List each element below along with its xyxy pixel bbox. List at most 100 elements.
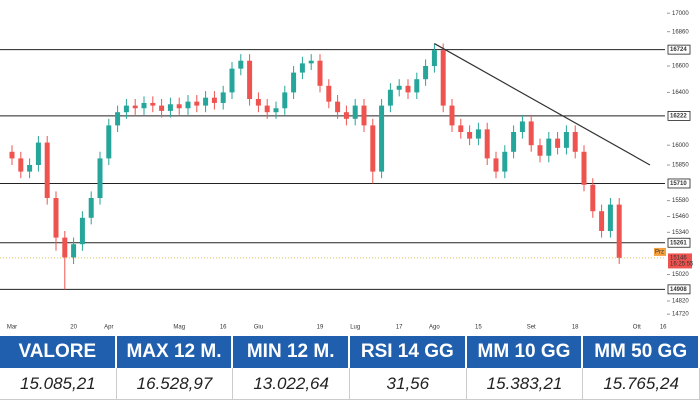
candle-body [449, 105, 455, 126]
level-label: 14908 [670, 287, 687, 293]
candle-body [528, 121, 534, 146]
candle-body [361, 105, 367, 126]
candle-body [299, 63, 305, 73]
x-tick-label: Mar [7, 325, 17, 331]
table-header: MM 10 GG [466, 336, 584, 368]
level-label: 16724 [670, 47, 687, 53]
candle-body [317, 60, 323, 86]
table-value: 15.765,24 [583, 368, 700, 400]
candle-body [247, 60, 253, 99]
x-tick-label: Mag [173, 325, 185, 331]
candle-body [590, 184, 596, 212]
y-tick-label: 15580 [672, 198, 689, 204]
candle-body [229, 68, 235, 93]
table-header: MAX 12 M. [116, 336, 234, 368]
level-label-box [667, 178, 691, 189]
candle-body [106, 125, 112, 159]
table-value: 15.383,21 [466, 368, 584, 400]
candle-body [176, 104, 182, 109]
candle-body [555, 138, 561, 148]
last-price-tag: Prz [655, 250, 664, 256]
candle-body [599, 211, 605, 231]
candle-body [405, 85, 411, 93]
candle-body [167, 104, 173, 111]
x-tick-label: 15 [475, 325, 482, 331]
candle-body [88, 198, 94, 218]
candle-body [211, 97, 217, 103]
table-value: 13.022,64 [233, 368, 350, 400]
candle-body [9, 151, 15, 159]
x-tick-label: Ott [633, 325, 641, 331]
table-value: 31,56 [349, 368, 467, 400]
chart: 17000 16860 16600 16400 16000 15850 15580 15460… [0, 11, 694, 331]
candle-body [519, 121, 525, 132]
candle-body [203, 97, 209, 106]
candle-body [115, 112, 121, 126]
y-tick-label: 16860 [672, 29, 689, 35]
level-label: 15710 [670, 181, 687, 187]
candle-body [352, 105, 358, 119]
x-tick-label: Set [527, 325, 536, 331]
table-header: VALORE [0, 336, 117, 368]
level-label-box [667, 237, 691, 248]
candle-body [343, 112, 349, 119]
candle-body [18, 158, 24, 172]
level-label: 16222 [670, 113, 687, 119]
candle-body [150, 102, 156, 106]
level-label-box [667, 284, 691, 295]
y-tick-label: 14820 [672, 299, 689, 305]
y-tick-label: 16600 [672, 64, 689, 70]
candle-body [194, 101, 200, 106]
trendline [434, 43, 651, 166]
candle-body [502, 151, 508, 172]
candle-body [335, 101, 341, 113]
y-tick-label: 14720 [672, 312, 689, 318]
candle-body [546, 138, 552, 156]
level-label-box [667, 44, 691, 55]
table-header: MM 50 GG [583, 336, 700, 368]
candle-body [423, 66, 429, 80]
candle-body [572, 132, 578, 152]
candle-body [387, 89, 393, 106]
y-tick-label: 15340 [672, 230, 689, 236]
candle-body [97, 158, 103, 198]
candle-body [44, 142, 50, 198]
x-tick-label: 17 [396, 325, 403, 331]
candle-body [467, 132, 473, 139]
last-price-box [668, 253, 692, 269]
candle-body [62, 237, 68, 258]
last-price-label: 15146 [670, 256, 687, 262]
candle-body [431, 50, 437, 66]
candle-body [220, 92, 226, 103]
candle-body [132, 105, 138, 109]
candle-body [581, 151, 587, 185]
table-header: RSI 14 GG [349, 336, 467, 368]
x-tick-label: Lug [350, 325, 360, 331]
level-label-box [667, 110, 691, 121]
table-value: 15.085,21 [0, 368, 117, 400]
candle-body [440, 50, 446, 106]
candle-body [511, 132, 517, 152]
candle-body [484, 129, 490, 159]
y-tick-label: 17000 [672, 11, 689, 17]
candle-body [537, 145, 543, 156]
x-tick-label: 20 [70, 325, 77, 331]
x-tick-label: Apr [104, 325, 113, 331]
candle-body [308, 60, 314, 64]
y-tick-label: 16000 [672, 143, 689, 149]
candle-body [282, 92, 288, 109]
candle-body [79, 217, 85, 245]
x-tick-label: Giu [254, 325, 263, 331]
candle-body [185, 101, 191, 109]
candle-body [370, 125, 376, 172]
candle-body [35, 142, 41, 165]
last-price-tag-box [654, 247, 666, 256]
candle-body [616, 204, 622, 258]
candle-body [493, 158, 499, 172]
candle-body [475, 129, 481, 139]
countdown: 16:25:55 [670, 262, 694, 268]
candle-body [255, 99, 261, 106]
candle-body [273, 108, 279, 113]
candle-body [607, 204, 613, 231]
candle-body [396, 85, 402, 90]
